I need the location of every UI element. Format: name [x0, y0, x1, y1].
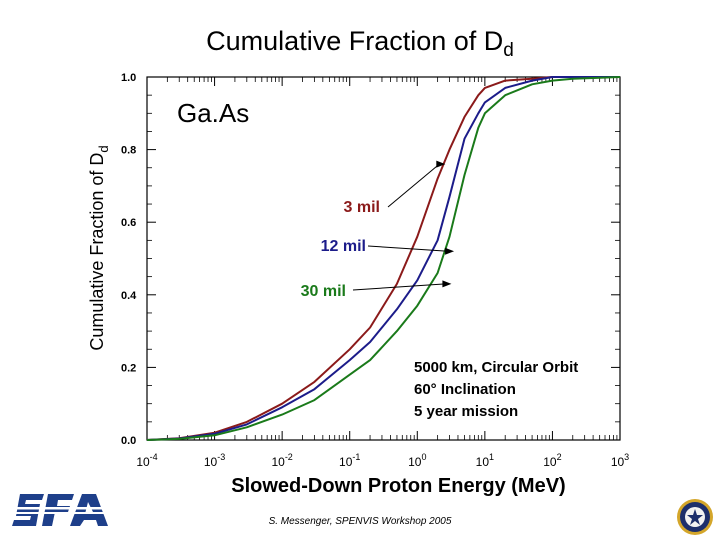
- y-tick-label: 0.0: [121, 435, 136, 447]
- x-tick-label: 103: [611, 452, 629, 469]
- y-tick-label: 0.8: [121, 145, 136, 157]
- x-tick-label: 10-2: [271, 452, 292, 469]
- slide-title: Cumulative Fraction of Dd: [0, 26, 720, 62]
- label-arrowhead: [436, 160, 446, 168]
- y-tick-label: 0.2: [121, 362, 136, 374]
- x-tick-label: 100: [408, 452, 426, 469]
- annotation-line: 5 year mission: [414, 403, 518, 420]
- series-label: 12 mil: [321, 238, 366, 255]
- sfa-logo: [12, 494, 110, 526]
- series-label: 3 mil: [344, 199, 380, 216]
- x-tick-label: 102: [543, 452, 561, 469]
- series-line-12-mil: [146, 76, 620, 441]
- x-tick-label: 10-1: [339, 452, 360, 469]
- annotation-line: 5000 km, Circular Orbit: [414, 359, 578, 376]
- label-arrow-line: [352, 283, 446, 291]
- label-arrow-line: [367, 245, 449, 252]
- x-tick-label: 10-3: [204, 452, 225, 469]
- annotation-line: 60° Inclination: [414, 381, 516, 398]
- x-tick-label: 101: [476, 452, 494, 469]
- footer-citation: S. Messenger, SPENVIS Workshop 2005: [268, 516, 452, 527]
- y-tick-label: 0.4: [121, 290, 137, 302]
- navy-seal: [677, 499, 713, 535]
- slide-title-subscript: d: [503, 40, 514, 61]
- series-line-3-mil: [146, 76, 620, 441]
- label-arrowhead: [442, 280, 452, 288]
- series-line-30-mil: [146, 76, 621, 441]
- x-axis-title: Slowed-Down Proton Energy (MeV): [231, 475, 565, 497]
- label-arrowhead: [445, 247, 455, 255]
- y-tick-label: 1.0: [121, 72, 136, 84]
- series-label: 30 mil: [301, 283, 346, 300]
- y-axis-title: Cumulative Fraction of Dd: [87, 145, 111, 350]
- label-arrow-line: [387, 163, 440, 208]
- x-tick-label: 10-4: [136, 452, 157, 469]
- chart-title: Ga.As: [177, 98, 249, 128]
- plot-frame: [146, 76, 621, 441]
- y-tick-label: 0.6: [121, 217, 136, 229]
- slide-title-main: Cumulative Fraction of D: [206, 26, 504, 56]
